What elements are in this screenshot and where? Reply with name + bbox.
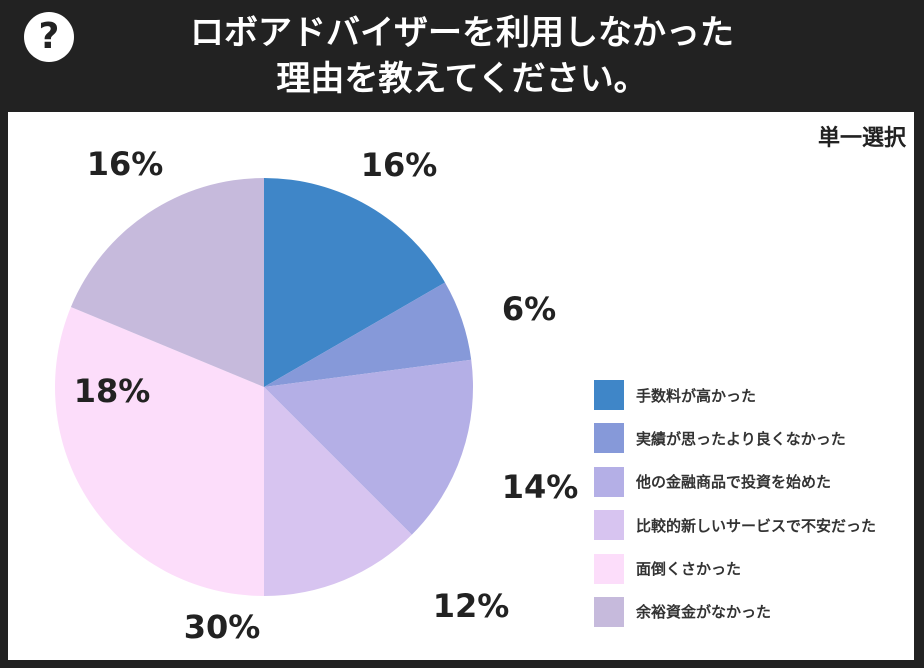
legend-item-6: 余裕資金がなかった — [594, 596, 876, 627]
legend-item-2: 実績が思ったより良くなかった — [594, 423, 876, 454]
pie-value-label-6: 18% — [74, 372, 151, 410]
single-choice-badge: 単一選択 — [817, 126, 906, 151]
legend-swatch-5 — [594, 553, 624, 584]
title-line-1: ロボアドバイザーを利用しなかった — [190, 13, 734, 53]
legend-swatch-6 — [594, 596, 624, 627]
page-title: ロボアドバイザーを利用しなかった 理由を教えてください。 — [100, 10, 824, 102]
pie-slice-2 — [264, 282, 472, 387]
chart-legend: 手数料が高かった実績が思ったより良くなかった 他の金融商品で投資を始めた比較的新し… — [594, 380, 876, 640]
title-line-2: 理由を教えてください。 — [276, 59, 648, 99]
legend-item-1: 手数料が高かった — [594, 380, 876, 410]
pie-value-label-5: 30% — [184, 608, 261, 646]
pie-slice-4 — [264, 387, 412, 596]
pie-slice-5 — [55, 307, 265, 596]
legend-swatch-4 — [594, 510, 624, 541]
pie-slice-6 — [70, 178, 264, 387]
legend-item-5: 面倒くさかった — [594, 553, 876, 584]
legend-swatch-3 — [594, 466, 624, 497]
legend-swatch-2 — [594, 423, 624, 454]
legend-label-2: 実績が思ったより良くなかった — [636, 429, 846, 448]
pie-chart: 16% 6% 14% 12% 30% 18% 16% — [55, 145, 579, 646]
legend-label-6: 余裕資金がなかった — [636, 603, 772, 622]
pie-value-label-2: 6% — [502, 290, 556, 328]
chart-panel: 単一選択 16% 6% 14% 12% 30% 18% 16% 手数料が高かった実績が思った… — [8, 112, 914, 660]
legend-label-4: 比較的新しいサービスで不安だった — [636, 516, 877, 535]
pie-slice-1 — [264, 178, 445, 387]
legend-item-4: 比較的新しいサービスで不安だった — [594, 510, 877, 541]
legend-item-3: 他の金融商品で投資を始めた — [594, 466, 876, 497]
pie-value-label-4: 12% — [433, 587, 510, 625]
pie-value-label-1: 16% — [361, 146, 438, 184]
legend-label-1: 手数料が高かった — [636, 386, 757, 405]
question-circle-icon[interactable]: ? — [24, 12, 74, 62]
pie-value-label-3: 14% — [502, 468, 579, 506]
header: ? ロボアドバイザーを利用しなかった 理由を教えてください。 — [0, 0, 924, 112]
pie-value-label-7: 16% — [87, 145, 164, 183]
pie-slice-3 — [264, 359, 473, 535]
legend-swatch-1 — [594, 380, 624, 410]
legend-label-5: 面倒くさかった — [636, 560, 742, 579]
legend-label-3: 他の金融商品で投資を始めた — [636, 473, 832, 492]
